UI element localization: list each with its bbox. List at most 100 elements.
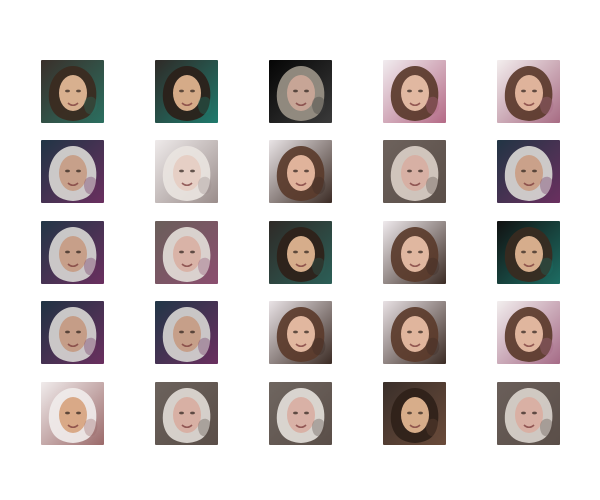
right-eye [76,330,81,334]
mouth [181,102,193,107]
face [173,75,201,111]
face-image [155,140,218,203]
left-eye [407,330,412,334]
mouth [523,343,535,348]
right-eye [532,411,537,415]
face-image [383,301,446,364]
mouth [295,263,307,268]
face-sample-svg [497,301,560,364]
face-image [383,382,446,445]
face-image [41,221,104,284]
right-eye [76,169,81,173]
face [401,236,429,272]
mouth [409,424,421,429]
face-image [155,221,218,284]
left-eye [65,89,70,93]
face [287,155,315,191]
face [59,75,87,111]
face [173,397,201,433]
face-sample-svg [41,382,104,445]
artifact-smudge [425,96,440,115]
face-sample-svg [269,221,332,284]
left-eye [293,250,298,254]
right-eye [190,330,195,334]
right-eye [418,169,423,173]
right-eye [304,89,309,93]
face-sample-svg [383,382,446,445]
mouth [67,263,79,268]
face-image [41,140,104,203]
left-eye [179,89,184,93]
face-image [269,382,332,445]
face-sample-svg [269,140,332,203]
mouth [523,102,535,107]
face-sample-svg [497,382,560,445]
artifact-smudge [83,257,98,276]
mouth [67,343,79,348]
face [515,236,543,272]
face-image [497,301,560,364]
left-eye [407,169,412,173]
artifact-smudge [83,176,98,195]
mouth [67,182,79,187]
right-eye [418,330,423,334]
mouth [409,182,421,187]
face [287,316,315,352]
left-eye [293,330,298,334]
artifact-smudge [197,337,212,356]
left-eye [179,169,184,173]
face-image [497,140,560,203]
left-eye [179,411,184,415]
face-image [269,140,332,203]
right-eye [76,89,81,93]
face-sample-svg [497,221,560,284]
left-eye [407,250,412,254]
mouth [181,263,193,268]
face-sample-svg [497,60,560,123]
mouth [409,263,421,268]
face-image [383,140,446,203]
right-eye [418,89,423,93]
face [59,155,87,191]
face-image [269,221,332,284]
left-eye [293,89,298,93]
artifact-smudge [311,418,326,437]
face [59,316,87,352]
artifact-smudge [197,257,212,276]
mouth [181,182,193,187]
artifact-smudge [311,96,326,115]
left-eye [179,250,184,254]
face-sample-svg [41,301,104,364]
face-image [497,221,560,284]
face-sample-svg [155,221,218,284]
left-eye [521,89,526,93]
face [287,236,315,272]
left-eye [521,169,526,173]
artifact-smudge [539,176,554,195]
right-eye [418,411,423,415]
face [515,397,543,433]
face-sample-svg [155,60,218,123]
mouth [181,424,193,429]
mouth [67,102,79,107]
face-image [383,221,446,284]
face-sample-svg [41,221,104,284]
face-sample-svg [383,140,446,203]
face [173,316,201,352]
face-image [383,60,446,123]
face [515,316,543,352]
right-eye [532,169,537,173]
face-sample-svg [41,140,104,203]
left-eye [407,89,412,93]
right-eye [304,250,309,254]
artifact-smudge [197,418,212,437]
left-eye [179,330,184,334]
face-sample-svg [383,301,446,364]
artifact-smudge [425,176,440,195]
artifact-smudge [83,337,98,356]
face-sample-svg [155,301,218,364]
left-eye [407,411,412,415]
face-sample-svg [269,382,332,445]
right-eye [532,89,537,93]
artifact-smudge [539,337,554,356]
